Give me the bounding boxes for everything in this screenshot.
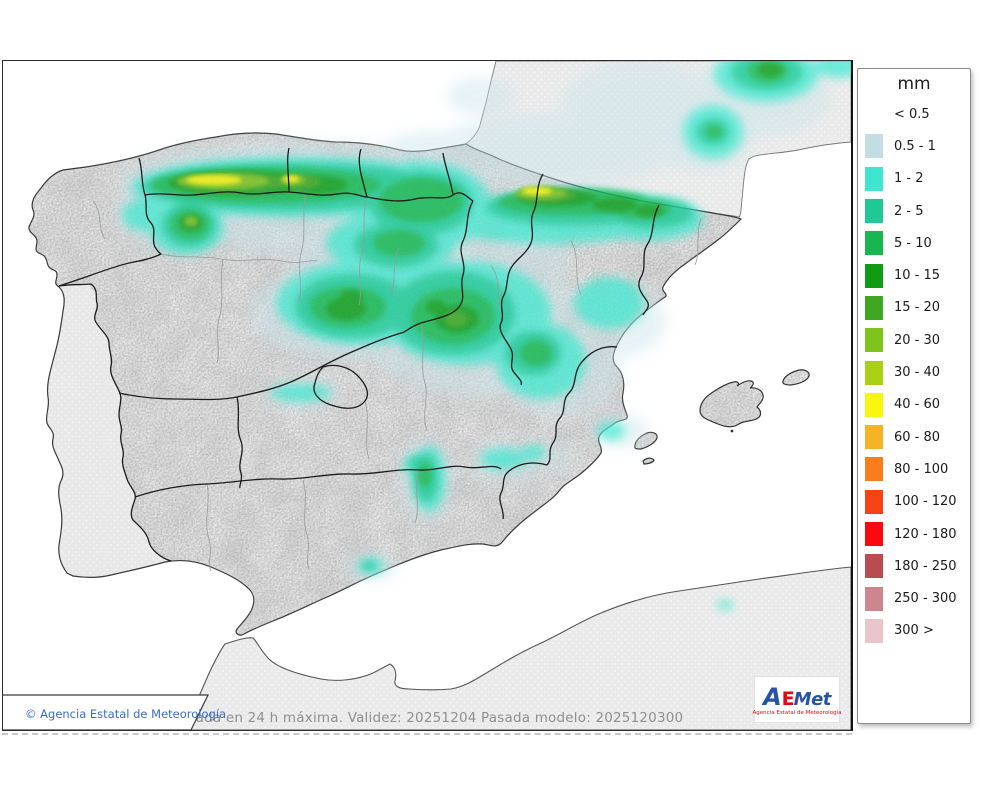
logo-letters-met: Met bbox=[793, 688, 832, 710]
legend-swatch bbox=[865, 134, 883, 159]
province-borders bbox=[92, 192, 702, 572]
legend-swatch bbox=[865, 489, 883, 514]
precipitation-legend: mm < 0.5 0.5 - 1 1 - 2 2 - 5 5 - 10 10 -… bbox=[857, 68, 971, 724]
portugal-land bbox=[46, 284, 171, 578]
region-borders bbox=[58, 147, 660, 562]
legend-label: 80 - 100 bbox=[894, 461, 949, 477]
legend-label: 30 - 40 bbox=[894, 365, 941, 381]
legend-swatch bbox=[865, 231, 883, 256]
africa-land bbox=[185, 566, 851, 730]
copyright-box: © Agencia Estatal de Meteorología bbox=[0, 694, 226, 731]
legend-row: 1 - 2 bbox=[858, 163, 970, 195]
aemet-logo-wordmark: AEMet bbox=[763, 685, 831, 709]
legend-row: 0.5 - 1 bbox=[858, 130, 970, 162]
logo-letter-a: A bbox=[763, 682, 782, 711]
legend-label: 1 - 2 bbox=[894, 171, 924, 187]
legend-row: 180 - 250 bbox=[858, 550, 970, 582]
map-caption: Nevada en 24 h máxima. Validez: 20251204… bbox=[168, 710, 684, 726]
legend-swatch bbox=[865, 425, 883, 450]
legend-row: 80 - 100 bbox=[858, 453, 970, 485]
legend-title: mm bbox=[897, 74, 931, 94]
legend-row: 40 - 60 bbox=[858, 389, 970, 421]
legend-label: 15 - 20 bbox=[894, 300, 941, 316]
legend-row: 60 - 80 bbox=[858, 421, 970, 453]
legend-label: 2 - 5 bbox=[894, 203, 924, 219]
legend-label: 300 > bbox=[894, 623, 934, 639]
legend-row: 2 - 5 bbox=[858, 195, 970, 227]
legend-row: 100 - 120 bbox=[858, 486, 970, 518]
legend-row: 30 - 40 bbox=[858, 356, 970, 388]
iberia-weather-svg bbox=[3, 61, 851, 730]
aemet-logo-subtitle: Agencia Estatal de Meteorología bbox=[752, 709, 842, 716]
legend-label: 10 - 15 bbox=[894, 268, 941, 284]
legend-label: 100 - 120 bbox=[894, 494, 957, 510]
legend-row: 250 - 300 bbox=[858, 582, 970, 614]
logo-letter-e: E bbox=[781, 687, 795, 710]
map-bottom-dashes bbox=[2, 733, 852, 735]
legend-rows: 0.5 - 1 1 - 2 2 - 5 5 - 10 10 - 15 15 - … bbox=[858, 130, 970, 647]
legend-row: 15 - 20 bbox=[858, 292, 970, 324]
legend-swatch bbox=[865, 166, 883, 191]
legend-row: 120 - 180 bbox=[858, 518, 970, 550]
legend-swatch bbox=[865, 328, 883, 353]
legend-swatch bbox=[865, 360, 883, 385]
legend-swatch bbox=[865, 263, 883, 288]
legend-swatch bbox=[865, 392, 883, 417]
legend-row: 20 - 30 bbox=[858, 324, 970, 356]
legend-label: 20 - 30 bbox=[894, 332, 941, 348]
legend-row: 5 - 10 bbox=[858, 227, 970, 259]
legend-row: 300 > bbox=[858, 615, 970, 647]
legend-swatch bbox=[865, 618, 883, 643]
legend-swatch bbox=[865, 554, 883, 579]
legend-label: 60 - 80 bbox=[894, 429, 941, 445]
legend-swatch bbox=[865, 586, 883, 611]
legend-label: 5 - 10 bbox=[894, 235, 932, 251]
snowfall-overlay bbox=[116, 61, 851, 610]
snowfall-map bbox=[2, 60, 853, 731]
copyright-text: © Agencia Estatal de Meteorología bbox=[25, 707, 227, 721]
legend-swatch bbox=[865, 295, 883, 320]
legend-label: 120 - 180 bbox=[894, 526, 957, 542]
balearic-islands bbox=[634, 369, 810, 465]
legend-swatch bbox=[865, 522, 883, 546]
legend-swatch bbox=[865, 199, 883, 224]
legend-label: 0.5 - 1 bbox=[894, 138, 936, 154]
legend-label: 180 - 250 bbox=[894, 558, 957, 574]
aemet-logo: AEMet Agencia Estatal de Meteorología bbox=[752, 677, 842, 722]
legend-swatch bbox=[865, 457, 883, 482]
legend-label: < 0.5 bbox=[894, 106, 930, 122]
legend-label: 40 - 60 bbox=[894, 397, 941, 413]
legend-row: 10 - 15 bbox=[858, 259, 970, 291]
legend-row-threshold: < 0.5 bbox=[858, 98, 970, 130]
legend-label: 250 - 300 bbox=[894, 591, 957, 607]
